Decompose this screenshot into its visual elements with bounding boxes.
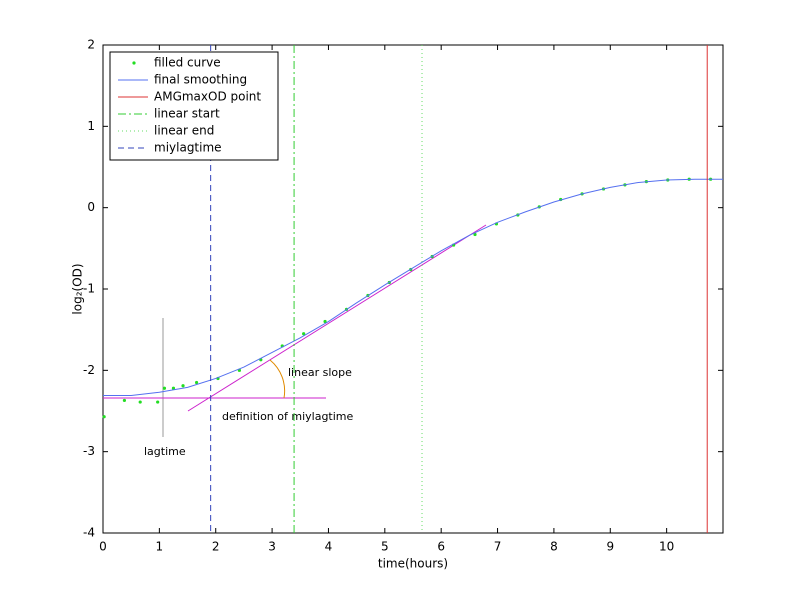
x-tick-label: 8 <box>550 540 558 554</box>
data-point <box>162 386 167 390</box>
x-tick-label: 3 <box>268 540 276 554</box>
x-tick-label: 5 <box>381 540 389 554</box>
y-tick-label: -3 <box>83 444 95 458</box>
x-tick-label: 10 <box>659 540 674 554</box>
legend-box <box>109 51 279 161</box>
data-point <box>156 400 160 404</box>
y-tick-label: 2 <box>87 38 95 52</box>
x-axis-label: time(hours) <box>378 557 448 571</box>
legend-label: linear start <box>154 107 220 121</box>
y-tick-label: 0 <box>87 200 95 214</box>
data-point <box>302 332 306 336</box>
data-point <box>122 398 127 403</box>
y-axis-label: log₂(OD) <box>71 263 85 314</box>
data-line <box>103 178 723 397</box>
y-tick-label: 1 <box>87 119 95 133</box>
legend: filled curve final smoothing AMGmaxOD poin… <box>109 51 279 161</box>
legend-label: filled curve <box>154 56 221 70</box>
x-tick-label: 6 <box>437 540 445 554</box>
x-tick-label: 1 <box>156 540 164 554</box>
legend-label: AMGmaxOD point <box>154 90 261 104</box>
legend-label: linear end <box>154 124 214 138</box>
data-point <box>194 380 199 385</box>
x-tick-label: 2 <box>212 540 220 554</box>
data-point <box>323 319 327 324</box>
slope-line <box>187 224 487 412</box>
legend-label: final smoothing <box>154 73 247 87</box>
x-tick-label: 4 <box>325 540 333 554</box>
y-tick-label: -1 <box>83 282 95 296</box>
legend-label: miylagtime <box>154 141 222 155</box>
y-tick-label: -4 <box>83 526 95 540</box>
x-tick-label: 7 <box>494 540 502 554</box>
data-point <box>473 232 477 237</box>
data-point <box>181 384 185 388</box>
legend-symbol <box>132 61 136 65</box>
x-tick-label: 0 <box>99 540 107 554</box>
annotation: definition of miylagtime <box>222 410 354 423</box>
data-point <box>138 400 142 404</box>
annotation: lagtime <box>144 445 186 458</box>
x-tick-label: 9 <box>606 540 614 554</box>
data-point <box>102 415 106 419</box>
annotation: linear slope <box>288 366 352 379</box>
data-point <box>171 386 176 390</box>
y-tick-label: -2 <box>83 363 95 377</box>
slope-arc <box>269 359 286 399</box>
